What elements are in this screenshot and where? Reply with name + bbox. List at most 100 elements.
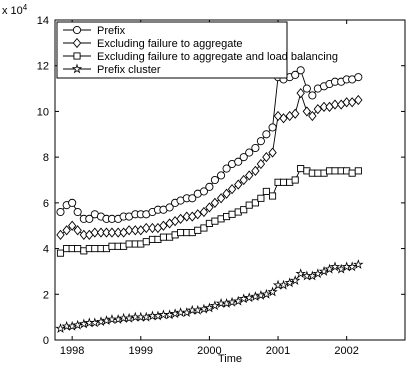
y-tick-label: 0 [43, 335, 49, 347]
legend-label: Excluding failure to aggregate and load … [97, 51, 338, 63]
series-line [272, 115, 279, 153]
data-point-star [267, 286, 278, 297]
x-tick-label: 2001 [266, 345, 290, 357]
data-point-diamond [113, 227, 123, 238]
data-point-star [307, 270, 318, 281]
data-point-diamond [296, 88, 305, 99]
data-point-circle [217, 171, 226, 180]
legend-label: Prefix cluster [97, 64, 161, 76]
data-point-diamond [227, 184, 237, 195]
data-point-circle [268, 123, 277, 132]
x-axis-title: Time [218, 353, 242, 365]
data-point-circle [210, 175, 219, 185]
legend-item-3: Excluding failure to aggregate and load … [63, 51, 338, 63]
data-point-diamond [222, 188, 231, 199]
data-point-diamond [268, 147, 277, 158]
plot-area [55, 66, 364, 334]
data-point-diamond [176, 213, 185, 224]
data-point-star [329, 261, 341, 272]
data-point-diamond [319, 101, 329, 112]
data-point-star [289, 275, 301, 286]
data-point-diamond [90, 227, 99, 238]
data-point-diamond [273, 110, 283, 122]
data-point-square [125, 240, 133, 248]
data-point-circle [234, 157, 243, 166]
data-point-diamond [291, 108, 300, 119]
data-point-star [312, 268, 324, 279]
data-point-circle [354, 73, 363, 82]
data-point-diamond [72, 37, 82, 49]
data-point-square [200, 224, 208, 232]
data-point-diamond [234, 179, 243, 190]
x-tick-label: 2000 [197, 345, 221, 357]
data-point-star [346, 261, 358, 272]
data-point-diamond [199, 206, 209, 218]
legend-label: Prefix [97, 25, 126, 37]
data-point-square [177, 229, 185, 237]
series-4 [55, 259, 364, 334]
y-tick-label: 14 [37, 15, 49, 27]
data-point-star [123, 312, 135, 323]
data-point-circle [73, 207, 82, 217]
data-point-star [284, 277, 295, 288]
data-point-circle [308, 91, 317, 100]
data-point-circle [251, 143, 260, 153]
data-point-star [335, 263, 347, 274]
series-line [272, 77, 279, 128]
data-point-diamond [354, 94, 363, 106]
data-point-square [354, 167, 362, 175]
data-point-star [295, 268, 306, 279]
legend-item-1: Prefix [63, 25, 126, 37]
data-point-diamond [302, 106, 312, 117]
data-point-diamond [182, 211, 191, 222]
data-point-star [141, 311, 152, 322]
data-point-square [268, 192, 277, 200]
data-point-star [233, 295, 244, 306]
data-point-square [159, 233, 167, 241]
data-point-diamond [279, 113, 288, 124]
data-point-diamond [245, 170, 254, 181]
data-point-diamond [313, 104, 323, 115]
data-point-diamond [256, 158, 266, 170]
data-point-circle [72, 25, 82, 35]
data-point-square [73, 52, 81, 60]
x-tick-label: 1999 [129, 345, 153, 357]
y-tick-label: 4 [43, 244, 49, 256]
data-point-diamond [79, 229, 89, 240]
data-point-square [142, 238, 150, 246]
data-point-diamond [107, 227, 117, 238]
data-point-square [331, 167, 339, 175]
data-point-circle [85, 214, 94, 223]
data-point-square [348, 169, 356, 177]
data-point-square [262, 187, 270, 195]
data-point-diamond [262, 152, 271, 163]
data-point-square [91, 245, 99, 253]
data-point-star [89, 317, 101, 328]
data-point-star [71, 63, 83, 74]
data-point-diamond [62, 225, 71, 236]
data-point-circle [222, 164, 231, 173]
y-tick-label: 8 [43, 152, 49, 164]
data-point-circle [239, 153, 248, 162]
data-point-star [353, 259, 364, 270]
data-point-circle [291, 70, 300, 79]
y-tick-label: 2 [43, 289, 49, 301]
data-point-square [240, 206, 248, 214]
data-point-circle [165, 203, 174, 212]
data-point-circle [188, 194, 197, 203]
x-tick-label: 1998 [60, 345, 84, 357]
data-point-star [209, 300, 221, 311]
data-point-diamond [102, 227, 111, 238]
data-point-circle [262, 130, 271, 139]
data-point-square [56, 249, 65, 257]
data-point-star [244, 292, 255, 303]
data-point-circle [302, 84, 311, 93]
data-point-square [291, 176, 299, 184]
data-point-circle [256, 137, 265, 146]
data-point-diamond [56, 229, 65, 240]
data-point-square [245, 201, 253, 209]
data-point-star [318, 265, 330, 276]
plot-frame [54, 19, 406, 341]
legend-label: Excluding failure to aggregate [97, 38, 243, 50]
